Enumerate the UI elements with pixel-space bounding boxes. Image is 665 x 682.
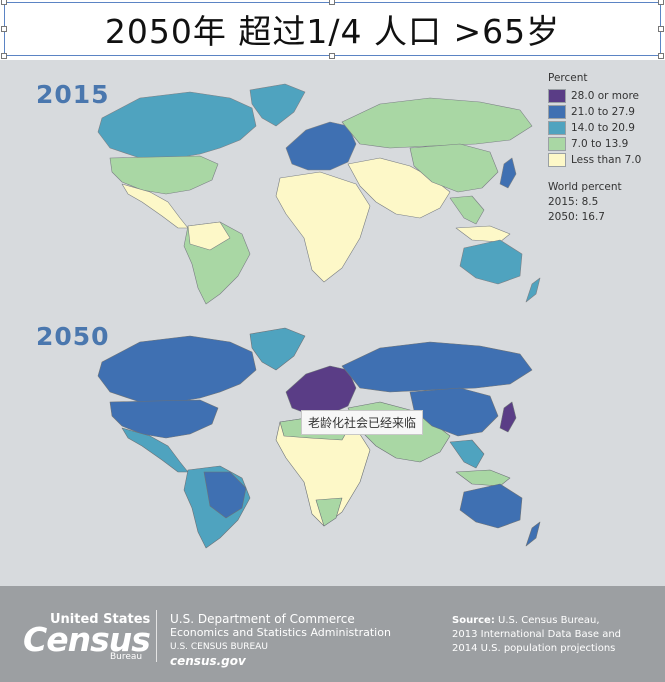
legend-item: 7.0 to 13.9 <box>548 136 660 152</box>
region-russia <box>341 341 533 393</box>
region-canada <box>97 91 257 159</box>
world-map-2015 <box>97 83 541 305</box>
region-europe <box>285 365 357 415</box>
source-line-1: U.S. Census Bureau, <box>494 615 600 626</box>
region-greenland <box>249 83 306 127</box>
dept-line-1: U.S. Department of Commerce <box>170 612 355 626</box>
region-mexico-central-america <box>121 183 189 229</box>
source-info: Source: U.S. Census Bureau, 2013 Interna… <box>452 614 621 656</box>
resize-handle-top-left[interactable] <box>1 0 7 5</box>
footer: United States Census Bureau U.S. Departm… <box>0 586 665 682</box>
legend-label: 14.0 to 20.9 <box>571 122 635 134</box>
region-greenland <box>249 327 306 371</box>
legend-swatch <box>548 105 566 119</box>
dept-line-3: U.S. CENSUS BUREAU <box>170 642 268 652</box>
source-line-3: 2014 U.S. population projections <box>452 643 616 654</box>
legend-item: 21.0 to 27.9 <box>548 104 660 120</box>
legend-swatch <box>548 89 566 103</box>
legend-item: 14.0 to 20.9 <box>548 120 660 136</box>
legend-item: Less than 7.0 <box>548 152 660 168</box>
legend-swatch <box>548 153 566 167</box>
department-info: U.S. Department of Commerce Economics an… <box>170 612 391 668</box>
map-year-2050: 2050 <box>36 322 110 351</box>
resize-handle-bottom[interactable] <box>329 53 335 59</box>
resize-handle-top-right[interactable] <box>658 0 664 5</box>
census-gov-link[interactable]: census.gov <box>170 654 246 668</box>
world-percent-title: World percent <box>548 181 622 193</box>
slide-title-box[interactable]: 2050年 超过1/4 人口 >65岁 <box>4 2 661 56</box>
slide-title: 2050年 超过1/4 人口 >65岁 <box>104 12 561 51</box>
map-year-2015: 2015 <box>36 80 110 109</box>
legend-label: 21.0 to 27.9 <box>571 106 635 118</box>
overlay-caption: 老龄化社会已经来临 <box>301 410 424 435</box>
region-southeast-asia <box>449 195 485 225</box>
resize-handle-bottom-left[interactable] <box>1 53 7 59</box>
legend-item: 28.0 or more <box>548 88 660 104</box>
resize-handle-right[interactable] <box>658 26 664 32</box>
region-usa <box>109 155 219 195</box>
legend-label: 7.0 to 13.9 <box>571 138 629 150</box>
world-percent: World percent 2015: 8.5 2050: 16.7 <box>548 180 660 225</box>
map-figure: 2015 2050 <box>0 60 665 586</box>
region-brazil <box>203 471 247 519</box>
logo-sub-text: Bureau <box>110 652 143 662</box>
resize-handle-top[interactable] <box>329 0 335 5</box>
region-africa <box>275 171 371 283</box>
source-label: Source: <box>452 615 495 626</box>
legend-swatch <box>548 137 566 151</box>
region-south-america-north <box>187 221 231 251</box>
region-australia <box>459 239 523 285</box>
world-map-2050 <box>97 327 541 549</box>
region-usa <box>109 399 219 439</box>
region-southern-africa <box>315 497 343 527</box>
dept-line-2: Economics and Statistics Administration <box>170 626 391 639</box>
map-legend: Percent 28.0 or more 21.0 to 27.9 14.0 t… <box>548 72 660 225</box>
region-russia <box>341 97 533 149</box>
region-new-zealand <box>525 521 541 547</box>
world-percent-2015: 2015: 8.5 <box>548 196 599 208</box>
region-middle-east-asia <box>347 157 451 219</box>
region-southeast-asia <box>449 439 485 469</box>
region-indonesia <box>455 469 511 487</box>
resize-handle-bottom-right[interactable] <box>658 53 664 59</box>
source-line-2: 2013 International Data Base and <box>452 629 622 640</box>
resize-handle-left[interactable] <box>1 26 7 32</box>
region-china <box>409 143 499 193</box>
region-australia <box>459 483 523 529</box>
region-canada <box>97 335 257 403</box>
footer-divider <box>156 610 157 662</box>
world-percent-2050: 2050: 16.7 <box>548 211 605 223</box>
logo-top-text: United States <box>50 612 151 627</box>
region-japan <box>499 401 517 433</box>
region-europe <box>285 121 357 171</box>
region-new-zealand <box>525 277 541 303</box>
census-logo: Census <box>23 620 151 659</box>
legend-swatch <box>548 121 566 135</box>
legend-label: Less than 7.0 <box>571 154 642 166</box>
region-indonesia <box>455 225 511 243</box>
region-mexico-central-america <box>121 427 189 473</box>
legend-label: 28.0 or more <box>571 90 639 102</box>
region-japan <box>499 157 517 189</box>
legend-title: Percent <box>548 72 588 84</box>
